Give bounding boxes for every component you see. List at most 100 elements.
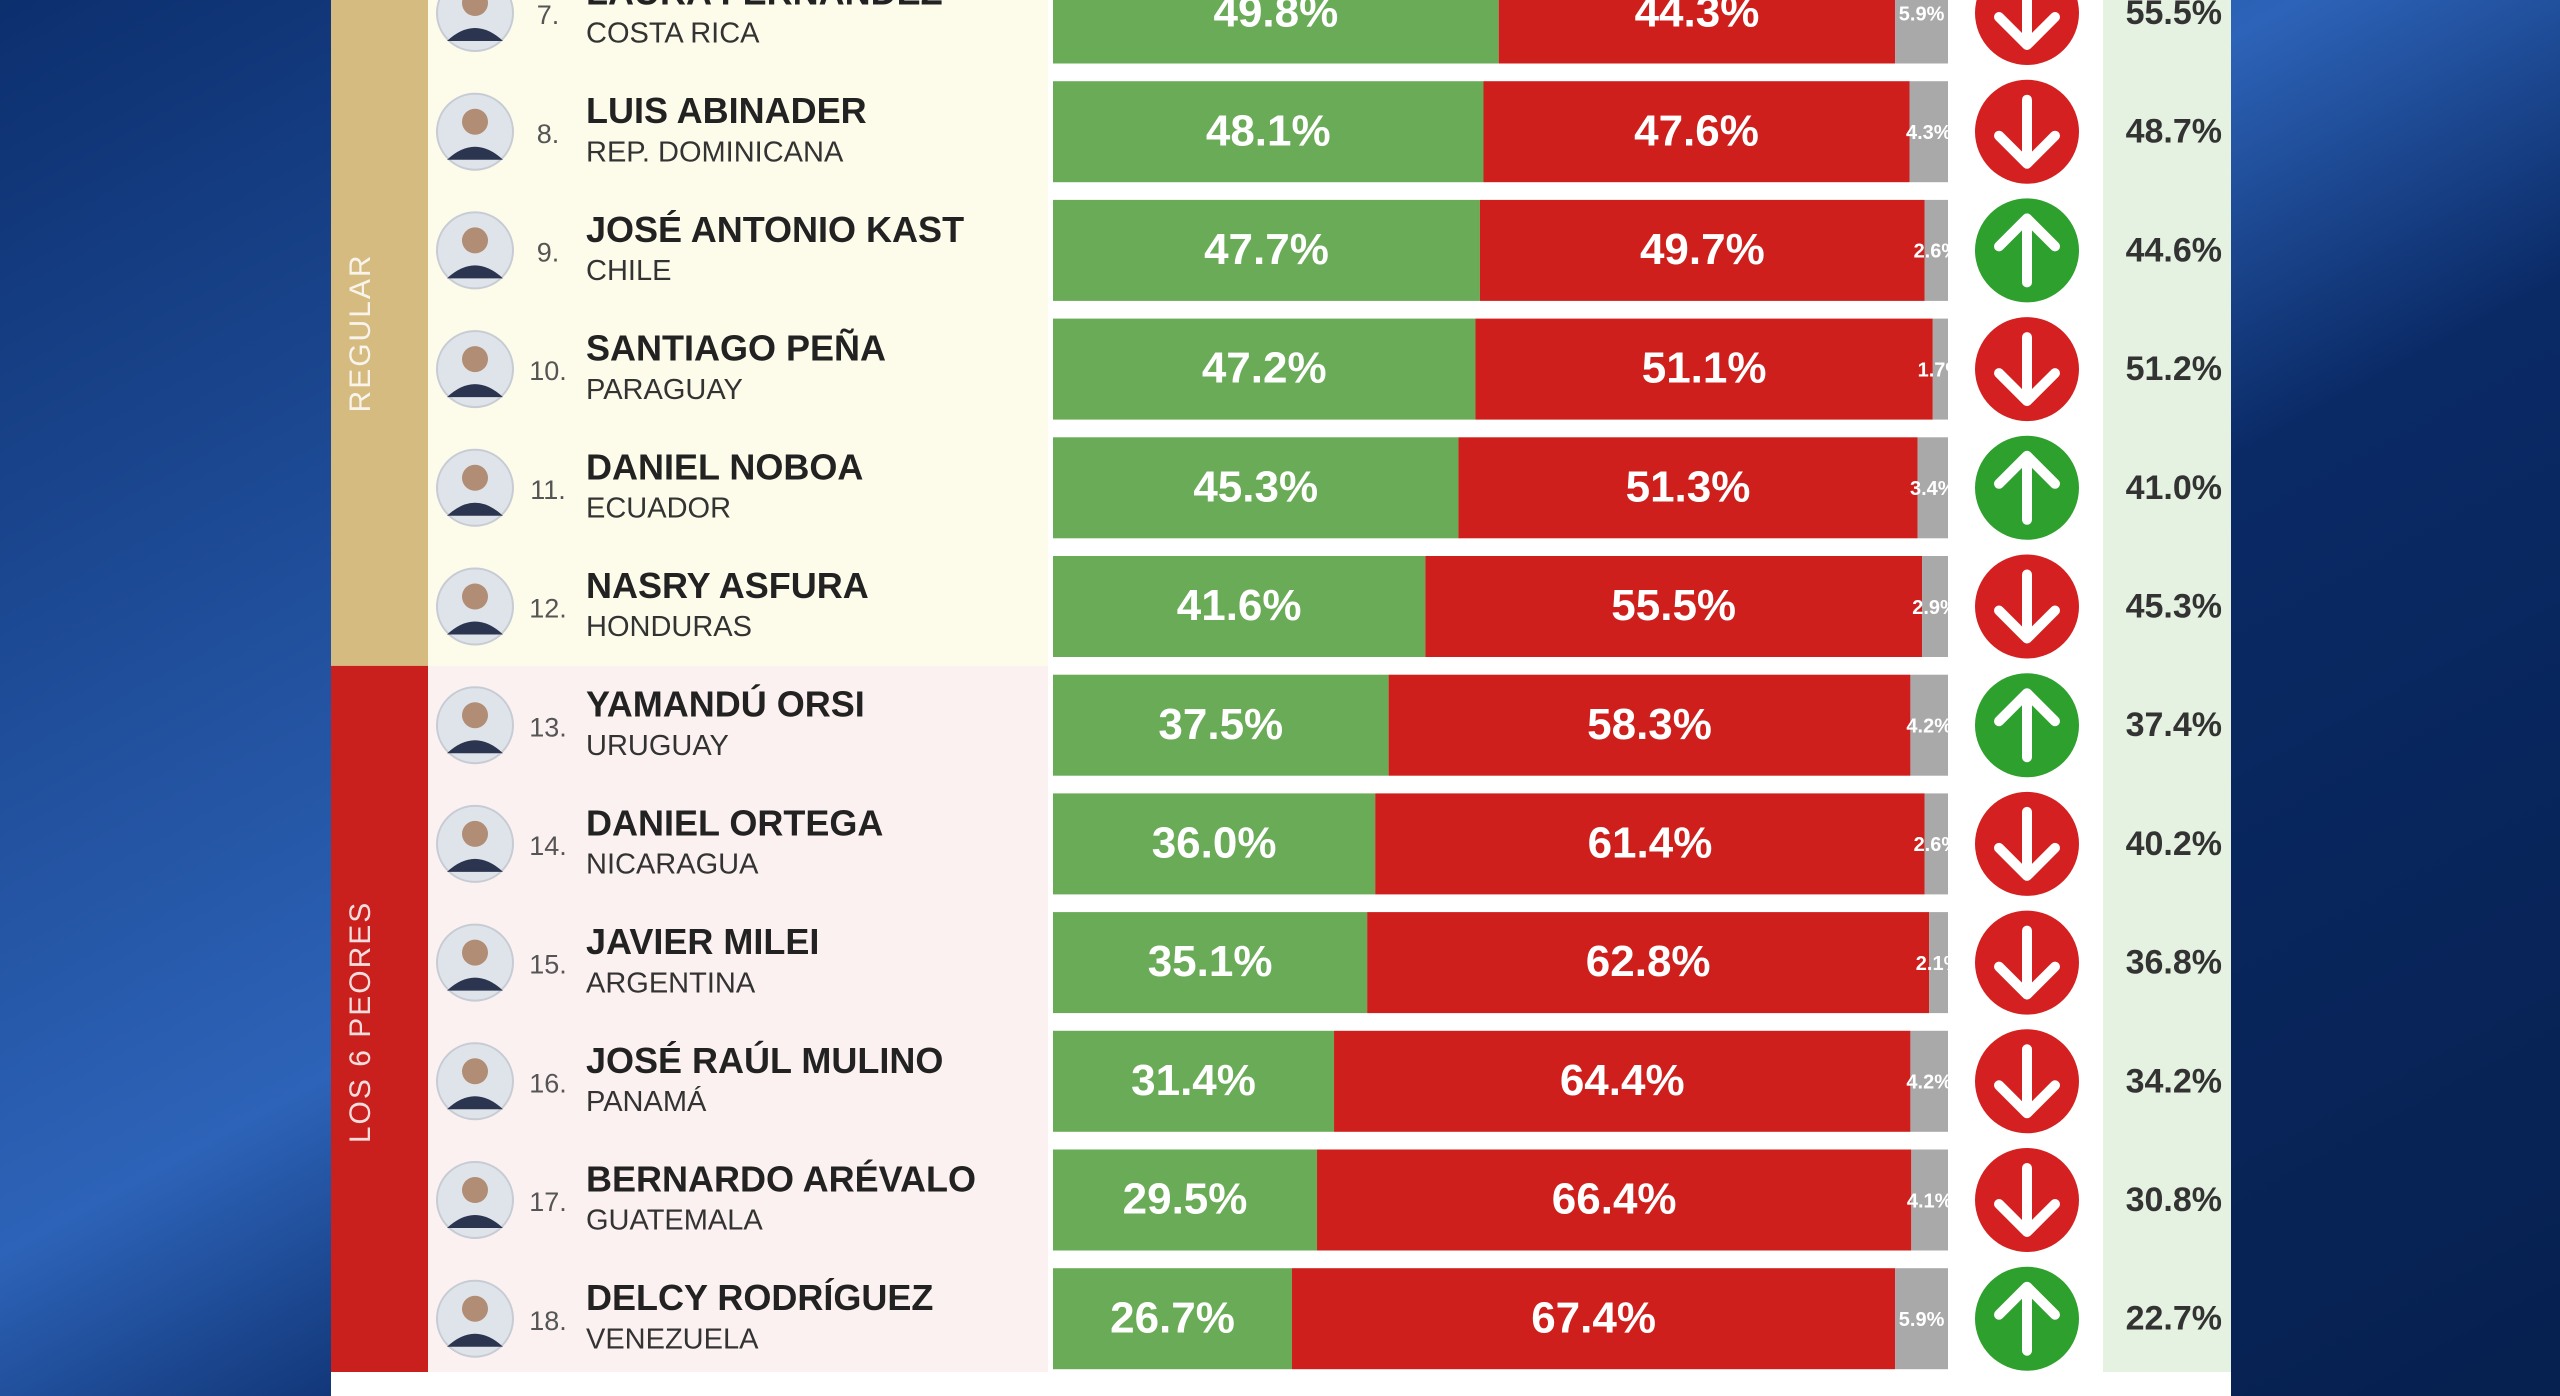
name: BERNARDO ARÉVALO — [586, 1159, 976, 1200]
bar-segment — [1053, 199, 1480, 301]
bar-segment — [1317, 1149, 1912, 1251]
bar-segment — [1895, 0, 1948, 64]
bar-segment — [1924, 793, 1948, 895]
bar-label: 36.0% — [1152, 819, 1277, 868]
bar-segment — [1053, 1149, 1318, 1251]
country: URUGUAY — [586, 730, 729, 762]
bar-label: 44.3% — [1635, 0, 1760, 37]
country: NICARAGUA — [586, 849, 759, 881]
portrait-head — [462, 1295, 488, 1322]
trend-arrow — [1994, 332, 2060, 407]
bar-label: 4.3% — [1906, 122, 1952, 144]
rank: 13. — [529, 712, 567, 742]
previous-value: 45.3% — [2126, 587, 2222, 625]
bar-segment — [1475, 318, 1933, 420]
previous-value: 30.8% — [2126, 1181, 2222, 1219]
portrait-body — [447, 1215, 503, 1228]
portrait-head — [462, 0, 488, 16]
bar-label: 48.1% — [1206, 106, 1331, 155]
bar-label: 1.7% — [1918, 359, 1964, 381]
trend-arrow — [1994, 1281, 2060, 1356]
portrait-head — [462, 108, 488, 135]
rank: 10. — [529, 356, 567, 386]
name: NASRY ASFURA — [586, 565, 869, 606]
country: ECUADOR — [586, 492, 731, 524]
bar-segment — [1895, 1268, 1948, 1370]
group-background — [428, 0, 1048, 666]
trend-arrow — [1994, 569, 2060, 644]
bar-label: 66.4% — [1552, 1175, 1677, 1224]
rank: 17. — [529, 1187, 567, 1217]
bar-label: 49.8% — [1213, 0, 1338, 37]
bar-segment — [1334, 1030, 1911, 1132]
trend-arrow — [1994, 1163, 2060, 1237]
country: HONDURAS — [586, 611, 752, 643]
bar-segment — [1483, 81, 1910, 183]
name: SANTIAGO PEÑA — [586, 327, 886, 369]
rank: 15. — [529, 950, 567, 980]
bar-segment — [1479, 199, 1925, 301]
bar-label: 35.1% — [1148, 937, 1273, 986]
bottom-strip — [331, 1372, 2231, 1396]
name: DELCY RODRÍGUEZ — [586, 1277, 933, 1318]
bar-segment — [1910, 1030, 1948, 1132]
bar-segment — [1053, 912, 1368, 1014]
bar-label: 5.9% — [1899, 1309, 1945, 1331]
portrait-body — [447, 621, 503, 635]
country: ARGENTINA — [586, 967, 756, 999]
trend-arrow — [1994, 213, 2060, 288]
bar-label: 64.4% — [1560, 1056, 1685, 1105]
bar-label: 4.1% — [1907, 1190, 1953, 1212]
bar-segment — [1375, 793, 1925, 895]
bar-segment — [1053, 556, 1426, 657]
trend-arrow — [1994, 0, 2060, 50]
bar-segment — [1053, 793, 1376, 895]
trend-arrow — [1994, 688, 2060, 763]
bar-segment — [1911, 1149, 1948, 1251]
group-band — [331, 665, 428, 1379]
bar-label: 5.9% — [1899, 3, 1945, 25]
country: COSTA RICA — [586, 18, 760, 50]
country: VENEZUELA — [586, 1323, 759, 1355]
previous-value: 55.5% — [2126, 0, 2222, 32]
bar-segment — [1909, 81, 1948, 183]
trend-arrow — [1994, 94, 2060, 169]
portrait-body — [447, 740, 503, 754]
bar-segment — [1053, 0, 1499, 64]
bar-segment — [1910, 674, 1948, 776]
previous-background — [2103, 0, 2231, 1379]
rank: 18. — [529, 1306, 567, 1336]
bar-label: 62.8% — [1586, 937, 1711, 986]
trend-arrow — [1994, 925, 2060, 1000]
bar-segment — [1053, 437, 1459, 539]
bar-segment — [1498, 0, 1896, 64]
portrait-body — [447, 384, 503, 398]
bar-segment — [1053, 318, 1476, 420]
bar-label: 47.6% — [1634, 106, 1759, 155]
portrait-head — [462, 820, 488, 847]
rank: 11. — [530, 475, 566, 505]
bar-label: 51.3% — [1626, 462, 1751, 511]
bar-label: 47.2% — [1202, 344, 1327, 393]
previous-value: 36.8% — [2126, 944, 2222, 982]
country: GUATEMALA — [586, 1205, 763, 1237]
bar-segment — [1917, 437, 1948, 539]
bar-segment — [1388, 674, 1911, 776]
bar-segment — [1291, 1268, 1896, 1370]
bar-label: 4.2% — [1906, 1072, 1952, 1094]
portrait-head — [462, 1058, 488, 1085]
name: DANIEL ORTEGA — [586, 802, 883, 843]
bar-label: 2.6% — [1914, 241, 1960, 263]
bar-label: 26.7% — [1110, 1293, 1235, 1342]
portrait-body — [447, 1096, 503, 1110]
portrait-body — [447, 146, 503, 160]
trend-arrow — [1994, 450, 2060, 525]
name: LAURA FERNÁNDEZ — [586, 0, 943, 13]
rank: 14. — [529, 831, 567, 861]
name: YAMANDÚ ORSI — [586, 683, 865, 725]
bar-label: 31.4% — [1131, 1056, 1256, 1105]
country: CHILE — [586, 255, 671, 287]
bar-label: 51.1% — [1642, 344, 1767, 393]
